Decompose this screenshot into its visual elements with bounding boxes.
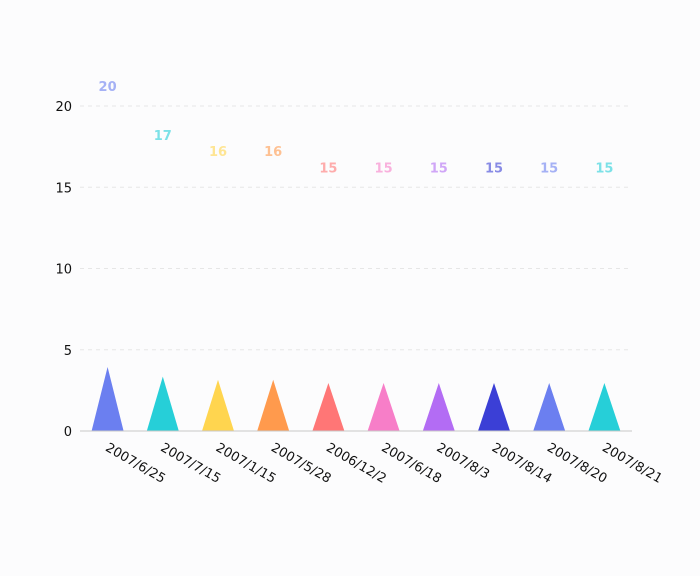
data-labels: 20 17 16 16 15 15 15 15 15 15 <box>99 80 614 176</box>
x-tick-label: 2007/7/15 <box>158 440 223 486</box>
bar-mark[interactable] <box>478 383 510 431</box>
y-tick-label: 10 <box>55 263 72 278</box>
bar-mark[interactable] <box>202 379 234 431</box>
bar-marks <box>91 367 621 431</box>
y-axis-ticks: 0 5 10 15 20 <box>55 100 72 440</box>
bar-mark[interactable] <box>257 379 290 431</box>
x-tick-label: 2007/8/21 <box>599 440 664 486</box>
bar-mark[interactable] <box>422 383 455 431</box>
data-label: 16 <box>209 145 227 160</box>
y-tick-label: 0 <box>64 425 72 440</box>
x-axis-ticks: 2007/6/252007/7/152007/1/152007/5/282006… <box>103 440 665 486</box>
data-label: 17 <box>154 129 172 144</box>
bar-mark[interactable] <box>588 383 621 431</box>
y-tick-label: 5 <box>64 344 72 359</box>
data-label: 15 <box>540 161 558 176</box>
x-tick-label: 2007/5/28 <box>268 440 333 486</box>
x-tick-label: 2006/12/2 <box>323 440 388 486</box>
data-label: 15 <box>485 161 503 176</box>
bar-mark[interactable] <box>312 383 345 431</box>
data-label: 15 <box>319 161 337 176</box>
bar-mark[interactable] <box>91 367 124 431</box>
grid-lines <box>80 105 632 351</box>
x-tick-label: 2007/6/25 <box>103 440 168 486</box>
x-tick-label: 2007/1/15 <box>213 440 278 486</box>
x-tick-label: 2007/8/3 <box>434 440 492 482</box>
bar-mark[interactable] <box>367 383 400 431</box>
data-label: 15 <box>595 161 613 176</box>
data-label: 20 <box>99 80 117 95</box>
data-label: 15 <box>375 161 393 176</box>
x-tick-label: 2007/8/20 <box>544 440 609 486</box>
y-tick-label: 20 <box>55 100 72 115</box>
bar-mark[interactable] <box>533 383 566 431</box>
bar-mark[interactable] <box>146 376 179 431</box>
x-tick-label: 2007/8/14 <box>489 440 554 486</box>
data-label: 15 <box>430 161 448 176</box>
data-label: 16 <box>264 145 282 160</box>
y-tick-label: 15 <box>55 181 72 196</box>
x-tick-label: 2007/6/18 <box>379 440 444 486</box>
